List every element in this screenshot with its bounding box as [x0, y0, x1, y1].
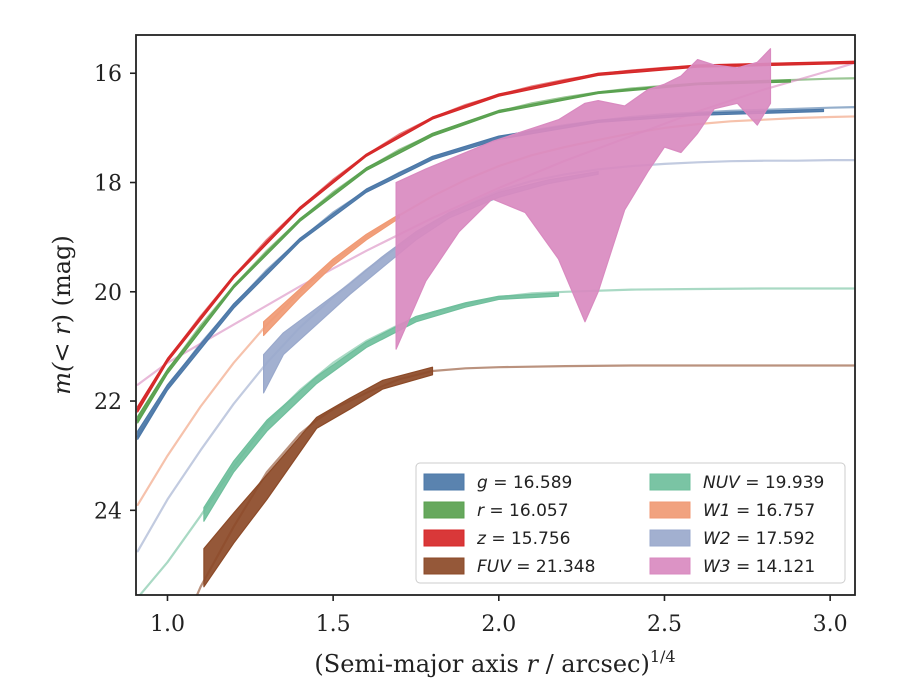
legend-label-var: r — [477, 501, 485, 521]
legend-swatch-1 — [423, 501, 465, 519]
plot-frame — [135, 34, 856, 596]
legend-label-value: = 16.057 — [484, 501, 569, 521]
legend-label-value: = 21.348 — [511, 557, 596, 577]
y-tick-label: 20 — [94, 281, 122, 306]
legend-label-var: W2 — [703, 529, 731, 549]
legend-label-2: z = 15.756 — [476, 529, 570, 549]
x-tick-label: 1.5 — [316, 612, 351, 637]
y-tick-label: 16 — [94, 62, 122, 87]
legend-swatch-5 — [649, 501, 691, 519]
legend-label-5: W1 = 16.757 — [703, 501, 815, 521]
y-axis-label: m(< r) (mag) — [48, 235, 76, 395]
x-axis-label-prefix: (Semi-major axis — [314, 650, 526, 678]
data-bands-layer — [137, 48, 855, 588]
x-tick-label: 2.0 — [481, 612, 516, 637]
x-axis-label-var: r — [526, 650, 539, 678]
y-tick-label: 24 — [94, 499, 122, 524]
x-axis-label-sup: 1/4 — [650, 647, 676, 666]
data-band-2 — [137, 60, 855, 413]
legend-label-var: g — [477, 473, 488, 493]
x-tick-label: 2.5 — [647, 612, 682, 637]
legend-label-value: = 19.939 — [740, 473, 825, 493]
legend-swatch-0 — [423, 473, 465, 491]
y-axis-label-var: r — [48, 322, 76, 335]
legend-swatch-6 — [649, 529, 691, 547]
legend-box — [415, 462, 846, 584]
axis-ticks-layer: 1.0 1.5 2.0 2.5 3.0 16 18 20 22 24 — [94, 62, 848, 637]
x-tick-label: 3.0 — [813, 612, 848, 637]
legend-label-var: W1 — [703, 501, 731, 521]
y-axis-label-prefix: m(< — [48, 335, 76, 395]
x-tick-label: 1.0 — [150, 612, 185, 637]
legend-label-value: = 16.589 — [488, 473, 573, 493]
legend-swatch-2 — [423, 529, 465, 547]
legend-label-value: = 14.121 — [731, 557, 816, 577]
x-axis-label-mid: / arcsec) — [538, 650, 650, 678]
data-band-0 — [137, 108, 825, 440]
legend-swatch-7 — [649, 557, 691, 575]
y-tick-label: 22 — [94, 390, 122, 415]
legend-label-4: NUV = 19.939 — [703, 473, 824, 493]
legend-label-value: = 15.756 — [486, 529, 571, 549]
legend-label-var: NUV — [703, 473, 741, 493]
legend-label-var: W3 — [703, 557, 731, 577]
y-axis-label-suffix: ) (mag) — [48, 235, 76, 323]
legend-label-1: r = 16.057 — [477, 501, 569, 521]
legend-label-value: = 17.592 — [731, 529, 816, 549]
y-tick-label: 18 — [94, 172, 122, 197]
legend-label-value: = 16.757 — [731, 501, 816, 521]
data-band-7 — [395, 48, 772, 350]
data-band-3 — [203, 366, 434, 588]
legend-swatch-4 — [649, 473, 691, 491]
data-band-1 — [137, 79, 791, 424]
x-axis-label: (Semi-major axis r / arcsec)1/4 — [314, 647, 675, 678]
legend-swatch-3 — [423, 557, 465, 575]
legend-label-0: g = 16.589 — [477, 473, 572, 493]
legend-label-6: W2 = 17.592 — [703, 529, 815, 549]
legend-label-var: FUV — [477, 557, 512, 577]
data-band-4 — [203, 292, 560, 522]
legend-label-var: z — [476, 529, 487, 549]
legend-label-3: FUV = 21.348 — [477, 557, 595, 577]
legend-label-7: W3 = 14.121 — [703, 557, 815, 577]
